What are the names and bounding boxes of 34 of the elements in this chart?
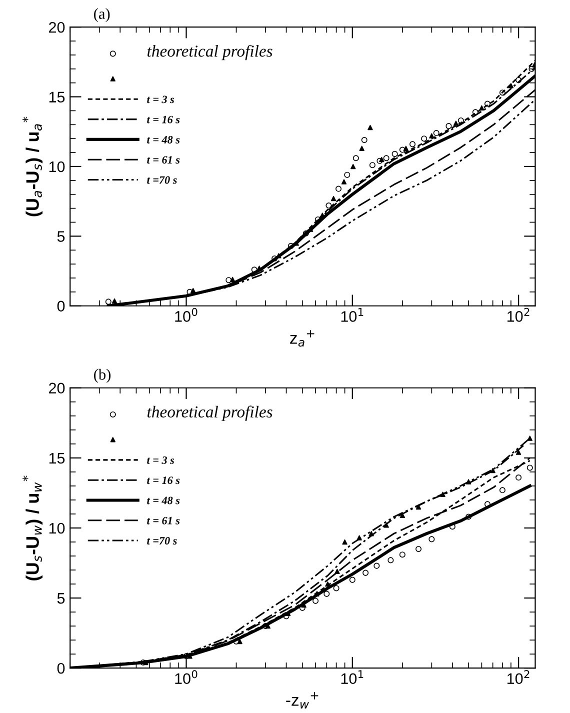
y-tick-label: 5 <box>57 593 65 604</box>
x-tick-label: 10$^{1}$ <box>341 670 364 684</box>
legend-label: t = 16 s <box>147 476 180 484</box>
x-tick-label: 10$^{1}$ <box>341 308 364 322</box>
y-tick-label: 20 <box>49 22 65 33</box>
x-tick-label: 10$^{0}$ <box>175 308 198 322</box>
chart-title: (a) <box>94 8 110 22</box>
legend-label: t = 61 s <box>147 156 180 164</box>
legend-label: t =70 s <box>147 176 177 184</box>
y-tick-label: 15 <box>49 92 65 102</box>
x-axis-title: z$_{a}$$^{+}$ <box>290 330 314 347</box>
x-axis-title: -z$_{w}$$^{+}$ <box>286 692 318 709</box>
legend-label: theoretical profiles <box>148 406 272 421</box>
legend-label: t = 48 s <box>147 136 180 144</box>
y-axis-title: (U$_{s}$-U$_{w}$) / u$_{w}$$^{*}$ <box>22 476 43 580</box>
x-tick-label: 10$^{2}$ <box>507 308 530 322</box>
legend-label: t = 16 s <box>147 116 180 124</box>
x-tick-label: 10$^{2}$ <box>507 670 530 684</box>
y-tick-label: 15 <box>49 452 65 464</box>
legend-label: t = 3 s <box>147 96 174 104</box>
y-tick-label: 0 <box>57 662 65 674</box>
y-tick-label: 10 <box>49 161 65 172</box>
y-tick-label: 10 <box>49 522 65 534</box>
legend-label: t =70 s <box>147 537 177 545</box>
y-tick-label: 5 <box>57 231 65 242</box>
chart-title: (b) <box>94 368 111 383</box>
y-tick-label: 0 <box>57 300 65 312</box>
legend-label: t = 3 s <box>147 456 174 464</box>
y-tick-label: 20 <box>49 382 65 394</box>
x-tick-label: 10$^{0}$ <box>175 670 198 684</box>
y-axis-title: (U$_{a}$-U$_{s}$) / u$_{a}$$^{*}$ <box>22 116 43 216</box>
legend-label: theoretical profiles <box>148 44 272 60</box>
legend-label: t = 61 s <box>147 516 180 524</box>
legend-label: t = 48 s <box>147 496 180 504</box>
